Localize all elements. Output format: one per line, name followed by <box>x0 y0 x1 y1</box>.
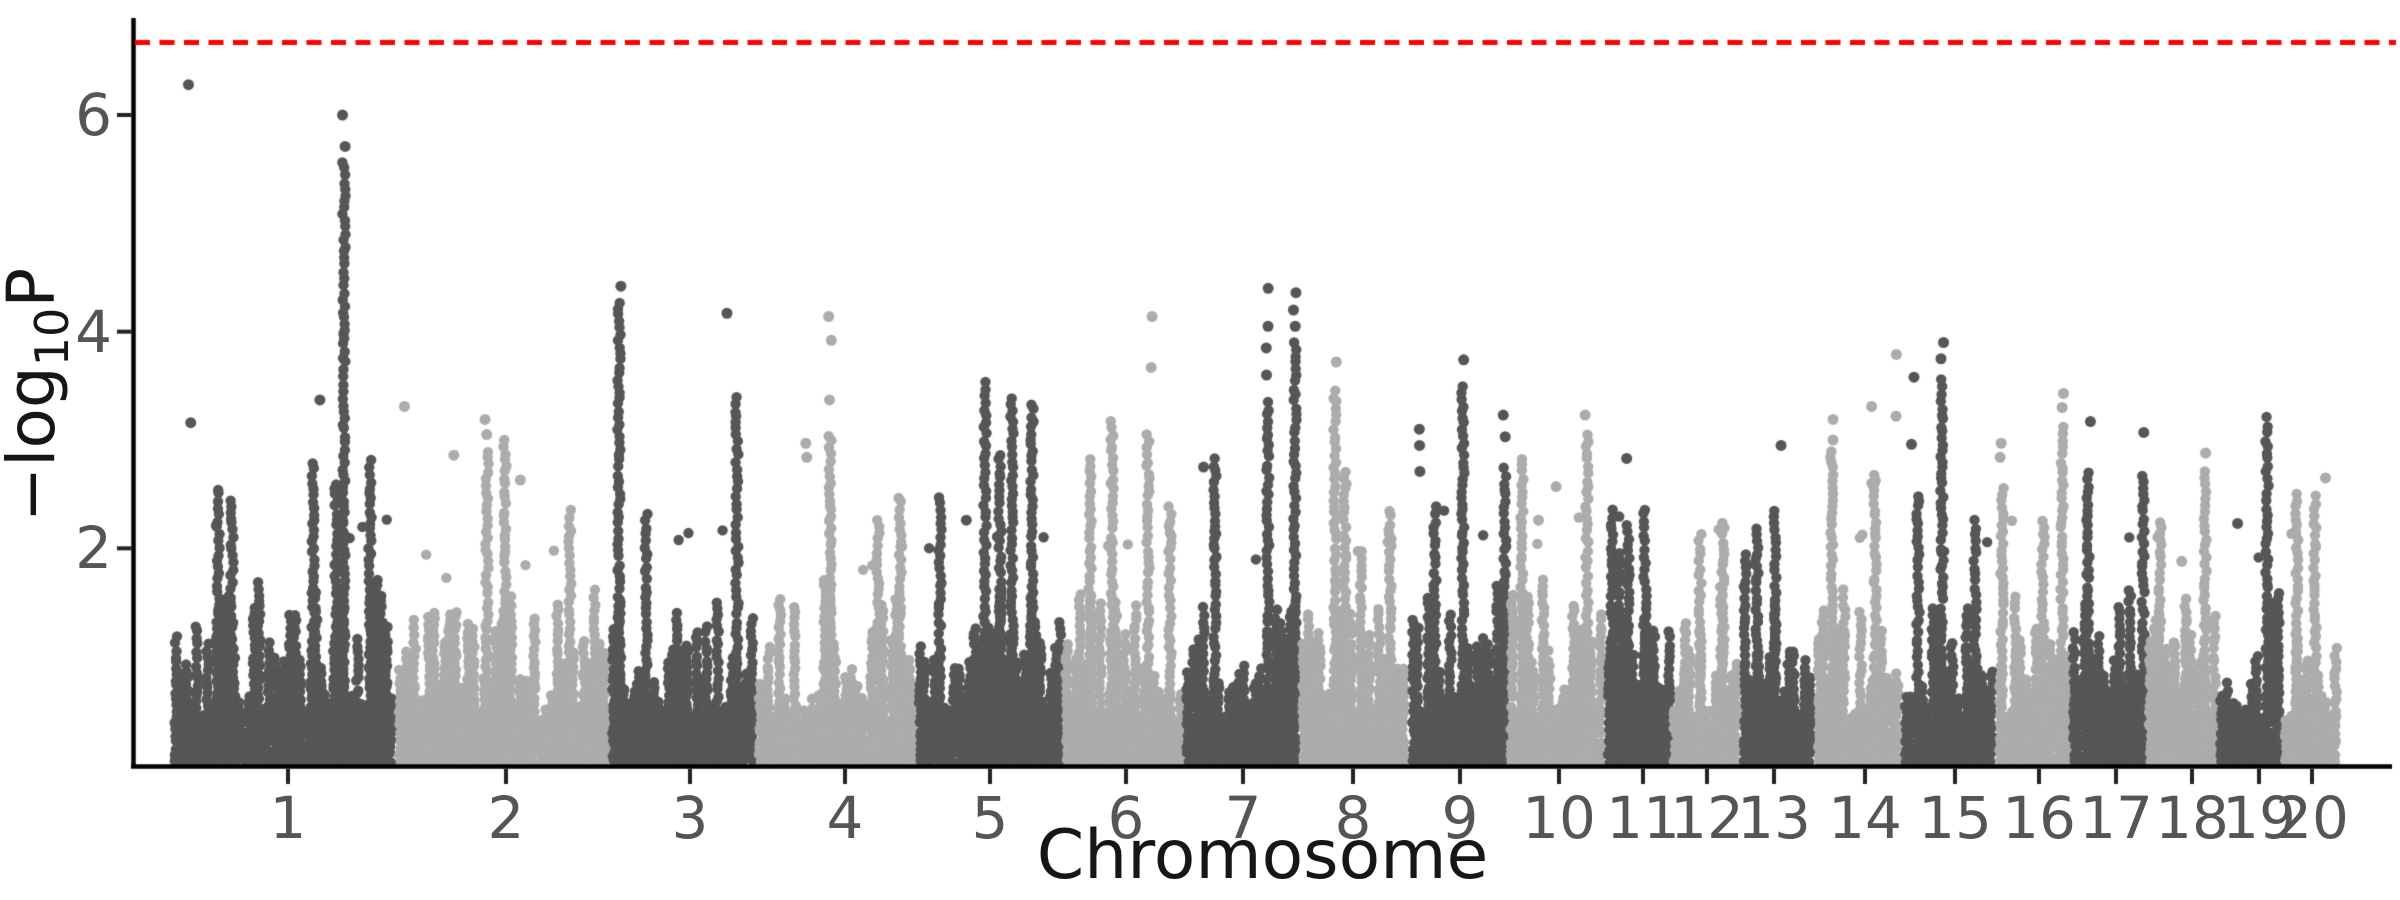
y-tick-label: 6 <box>75 81 112 149</box>
x-tick-label: 14 <box>1828 784 1902 852</box>
x-tick-label: 15 <box>1918 784 1992 852</box>
y-axis-title-subscript: 10 <box>25 307 80 367</box>
y-axis-title: −log10P <box>0 268 79 522</box>
x-tick-label: 12 <box>1670 784 1744 852</box>
x-tick-label: 1 <box>269 784 307 852</box>
x-tick-label: 6 <box>1107 784 1145 852</box>
x-tick-label: 8 <box>1334 784 1372 852</box>
y-tick-label: 2 <box>75 514 112 583</box>
x-tick-label: 2 <box>487 784 525 852</box>
x-tick-label: 9 <box>1441 784 1479 852</box>
x-tick-label: 5 <box>971 784 1009 852</box>
x-tick-label: 19 <box>2222 784 2296 852</box>
x-tick-label: 11 <box>1606 784 1680 852</box>
y-axis-title-prefix: −log <box>0 366 70 523</box>
x-tick-label: 4 <box>826 784 864 852</box>
x-tick-label: 7 <box>1224 784 1262 852</box>
x-tick-label: 17 <box>2079 784 2153 852</box>
y-axis-title-suffix: P <box>0 267 70 308</box>
x-tick-label: 20 <box>2275 784 2349 852</box>
x-axis-title: Chromosome <box>1036 816 1489 895</box>
x-tick-label: 13 <box>1737 784 1811 852</box>
x-tick-label: 18 <box>2155 784 2229 852</box>
x-tick-label: 3 <box>671 784 709 852</box>
y-tick-label: 4 <box>75 297 112 366</box>
x-tick-label: 16 <box>2002 784 2076 852</box>
x-tick-label: 10 <box>1522 784 1596 852</box>
